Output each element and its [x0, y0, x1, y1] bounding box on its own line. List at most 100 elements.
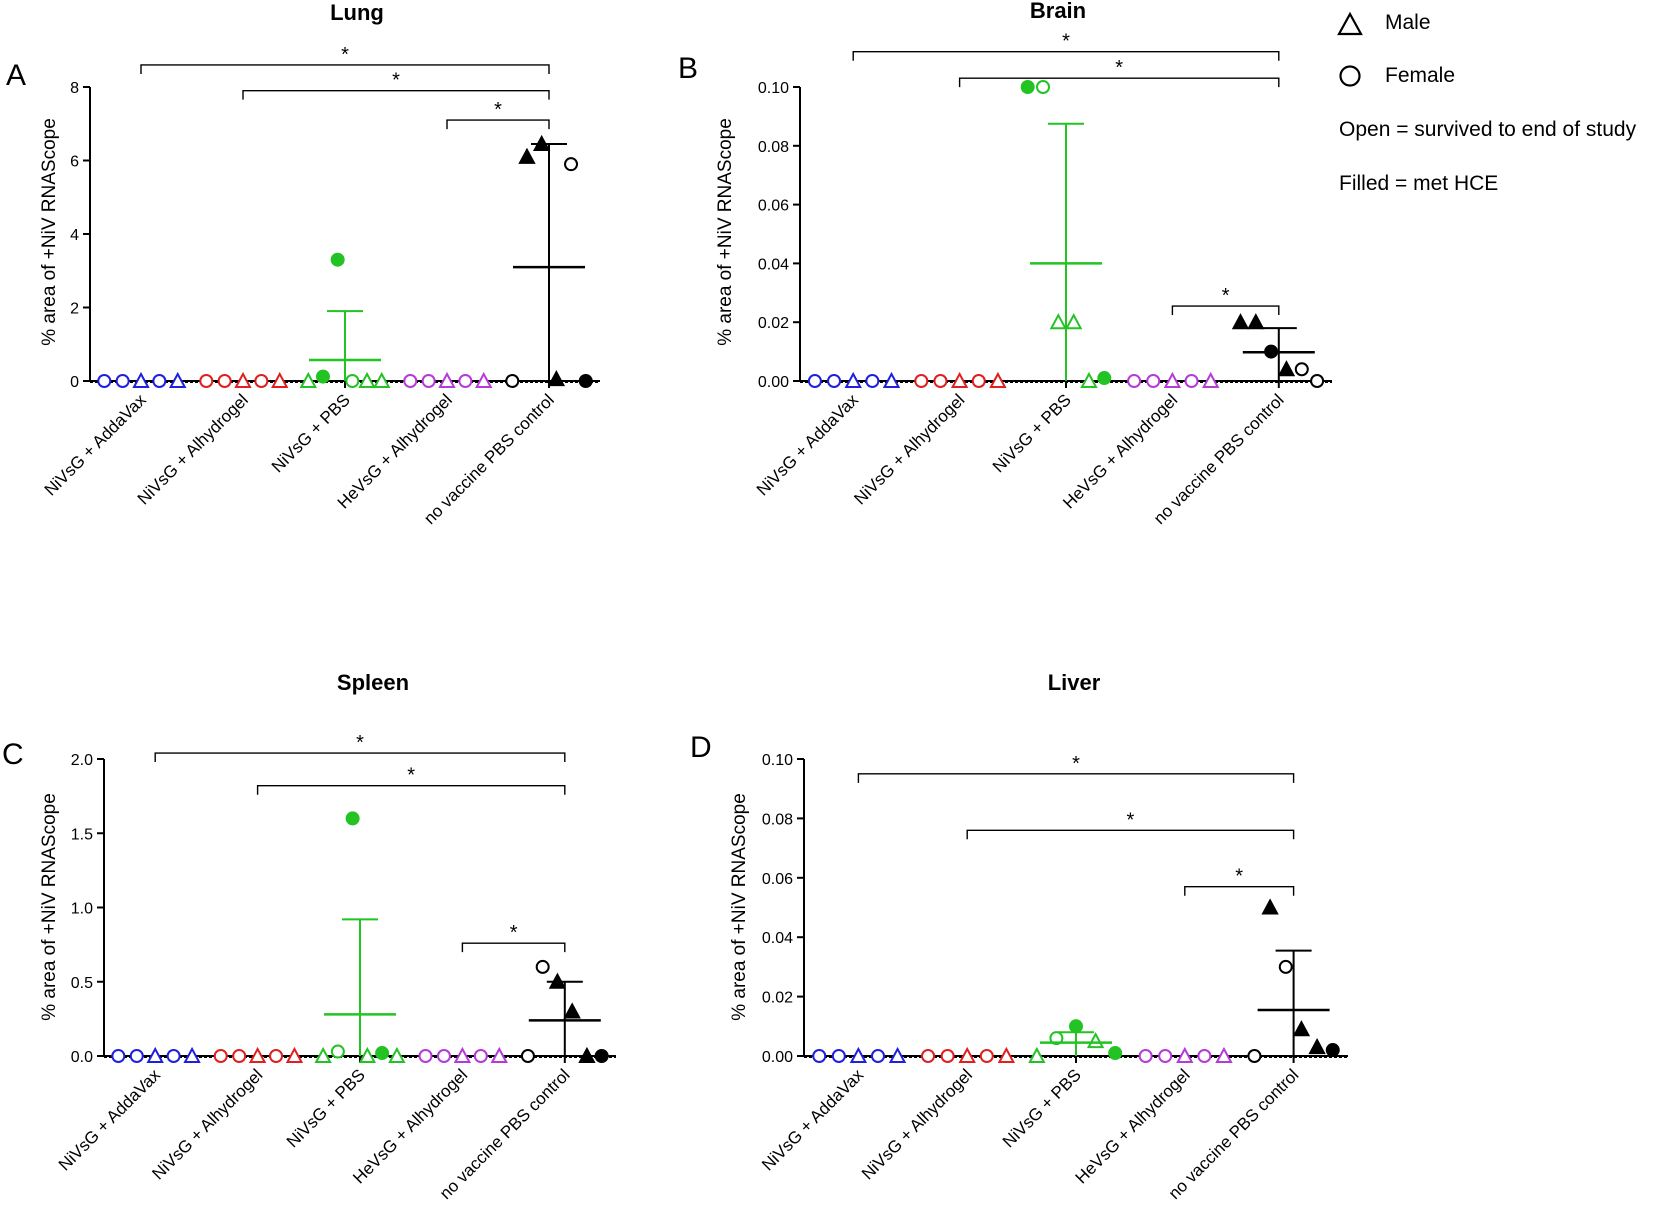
series-nivsg-addavax	[97, 371, 187, 388]
data-point-circle	[1158, 1049, 1173, 1063]
y-tick-label: 4	[70, 227, 79, 244]
significance-bracket: *	[857, 753, 1295, 783]
bracket-line	[256, 785, 566, 795]
data-point-circle	[979, 1049, 994, 1063]
data-point-circle	[914, 374, 929, 388]
x-tick-label-hevsg-alhydrogel: HeVsG + Alhydrogel	[1059, 390, 1181, 512]
panel-letter-a: A	[6, 59, 26, 92]
data-point-circle	[213, 1049, 228, 1063]
y-axis-label: % area of +NiV RNAScope	[715, 118, 736, 346]
series-nivsg-addavax	[812, 1046, 907, 1063]
y-tick-label: 0.00	[762, 1049, 793, 1066]
series-no-vaccine-pbs-control	[1231, 313, 1325, 388]
data-point-circle	[232, 1049, 247, 1063]
bracket-line	[446, 119, 550, 130]
significance-bracket: *	[852, 31, 1280, 61]
y-axis-label: % area of +NiV RNAScope	[39, 793, 60, 1021]
x-tick-label-nivsg-pbs: NiVsG + PBS	[268, 390, 354, 476]
data-point-circle	[1247, 1049, 1262, 1063]
data-point-triangle	[146, 1046, 164, 1063]
data-point-circle	[1278, 959, 1293, 974]
significance-star: *	[356, 732, 364, 754]
y-tick-label: 0.00	[758, 374, 789, 391]
data-point-circle	[807, 374, 822, 388]
y-axis-label: % area of +NiV RNAScope	[39, 118, 60, 346]
legend-filled-note: Filled = met HCE	[1339, 172, 1498, 195]
data-point-triangle	[950, 371, 969, 388]
series-nivsg-alhydrogel	[914, 371, 1007, 388]
data-point-circle	[1138, 1049, 1153, 1063]
data-point-circle	[403, 374, 418, 388]
data-point-triangle	[958, 1046, 976, 1063]
significance-bracket: *	[446, 99, 550, 130]
x-tick-label-nivsg-alhydrogel: NiVsG + Alhydrogel	[850, 390, 968, 508]
data-point-circle	[831, 1049, 846, 1063]
y-tick-label: 0.5	[71, 975, 93, 992]
legend-female-label: Female	[1385, 64, 1455, 87]
data-point-triangle	[358, 1046, 377, 1063]
data-point-circle	[436, 1049, 451, 1063]
data-point-circle	[217, 374, 232, 388]
data-point-triangle	[248, 1046, 267, 1063]
data-point-circle	[578, 374, 593, 388]
data-point-circle	[421, 374, 436, 388]
data-point-circle	[1036, 80, 1051, 94]
data-point-circle	[940, 1049, 955, 1063]
data-point-circle	[865, 374, 880, 388]
data-point-circle	[345, 811, 360, 826]
data-point-triangle	[849, 1046, 868, 1063]
series-nivsg-addavax	[807, 371, 901, 388]
data-point-triangle	[563, 1002, 581, 1019]
panel-letter-d: D	[690, 731, 712, 764]
data-point-triangle	[438, 371, 456, 388]
data-point-circle	[594, 1049, 609, 1063]
data-point-triangle	[1231, 313, 1250, 330]
data-point-circle	[97, 374, 112, 388]
significance-star: *	[1062, 31, 1070, 53]
data-point-circle	[1049, 1031, 1064, 1046]
significance-star: *	[1072, 753, 1080, 775]
data-point-triangle	[888, 1046, 907, 1063]
data-point-circle	[315, 369, 330, 384]
data-point-triangle	[1247, 313, 1265, 330]
bracket-line	[852, 51, 1280, 61]
series-hevsg-alhydrogel	[403, 371, 493, 388]
data-point-triangle	[578, 1046, 596, 1063]
data-point-circle	[115, 374, 130, 388]
significance-bracket: *	[1184, 866, 1295, 896]
bracket-line	[461, 942, 566, 953]
bracket-line	[154, 752, 566, 763]
data-point-triangle	[1261, 898, 1279, 915]
chart-title-spleen: Spleen	[337, 670, 409, 695]
data-point-triangle	[169, 371, 187, 388]
y-tick-label: 0.10	[758, 80, 789, 97]
series-nivsg-pbs	[314, 811, 406, 1063]
x-tick-label-hevsg-alhydrogel: HeVsG + Alhydrogel	[334, 390, 456, 512]
data-point-circle	[1020, 80, 1035, 94]
y-tick-label: 0.06	[758, 198, 789, 215]
data-point-triangle	[1163, 371, 1182, 388]
bracket-line	[1171, 305, 1280, 316]
significance-bracket: *	[140, 44, 550, 74]
y-tick-label: 0.06	[762, 871, 793, 888]
data-point-triangle	[234, 371, 252, 388]
significance-star: *	[407, 765, 415, 787]
panel-letter-b: B	[678, 52, 698, 85]
x-tick-label-nivsg-alhydrogel: NiVsG + Alhydrogel	[858, 1065, 976, 1183]
data-point-triangle	[314, 1046, 332, 1063]
bracket-line	[1184, 886, 1295, 896]
data-point-circle	[1294, 362, 1309, 377]
significance-bracket: *	[154, 732, 566, 763]
data-point-triangle	[1086, 1032, 1105, 1049]
series-nivsg-pbs	[299, 252, 391, 388]
data-point-circle	[1127, 374, 1142, 388]
y-tick-label: 0.02	[758, 315, 789, 332]
series-no-vaccine-pbs-control	[520, 959, 609, 1063]
y-tick-label: 0.0	[71, 1049, 93, 1066]
x-tick-label-nivsg-pbs: NiVsG + PBS	[283, 1065, 369, 1151]
significance-star: *	[510, 922, 518, 944]
data-point-triangle	[1202, 371, 1220, 388]
data-point-circle	[564, 157, 579, 172]
data-point-triangle	[1277, 360, 1296, 377]
panel-letter-c: C	[2, 738, 24, 771]
